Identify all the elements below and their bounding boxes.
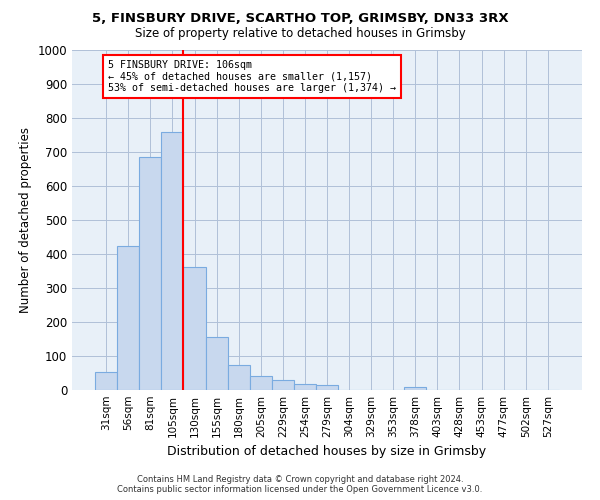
Bar xyxy=(404,386,427,390)
Bar xyxy=(316,385,338,390)
Bar xyxy=(227,364,250,390)
Bar xyxy=(117,246,139,390)
Bar xyxy=(206,338,227,390)
Bar xyxy=(272,380,294,390)
Y-axis label: Number of detached properties: Number of detached properties xyxy=(19,127,32,313)
Bar xyxy=(294,384,316,390)
Text: Size of property relative to detached houses in Grimsby: Size of property relative to detached ho… xyxy=(134,28,466,40)
Bar xyxy=(184,267,206,390)
Text: 5 FINSBURY DRIVE: 106sqm
← 45% of detached houses are smaller (1,157)
53% of sem: 5 FINSBURY DRIVE: 106sqm ← 45% of detach… xyxy=(109,60,397,94)
Bar xyxy=(161,132,184,390)
Text: 5, FINSBURY DRIVE, SCARTHO TOP, GRIMSBY, DN33 3RX: 5, FINSBURY DRIVE, SCARTHO TOP, GRIMSBY,… xyxy=(92,12,508,26)
Bar xyxy=(250,376,272,390)
Bar xyxy=(139,157,161,390)
X-axis label: Distribution of detached houses by size in Grimsby: Distribution of detached houses by size … xyxy=(167,446,487,458)
Text: Contains public sector information licensed under the Open Government Licence v3: Contains public sector information licen… xyxy=(118,485,482,494)
Bar xyxy=(95,372,117,390)
Text: Contains HM Land Registry data © Crown copyright and database right 2024.: Contains HM Land Registry data © Crown c… xyxy=(137,475,463,484)
